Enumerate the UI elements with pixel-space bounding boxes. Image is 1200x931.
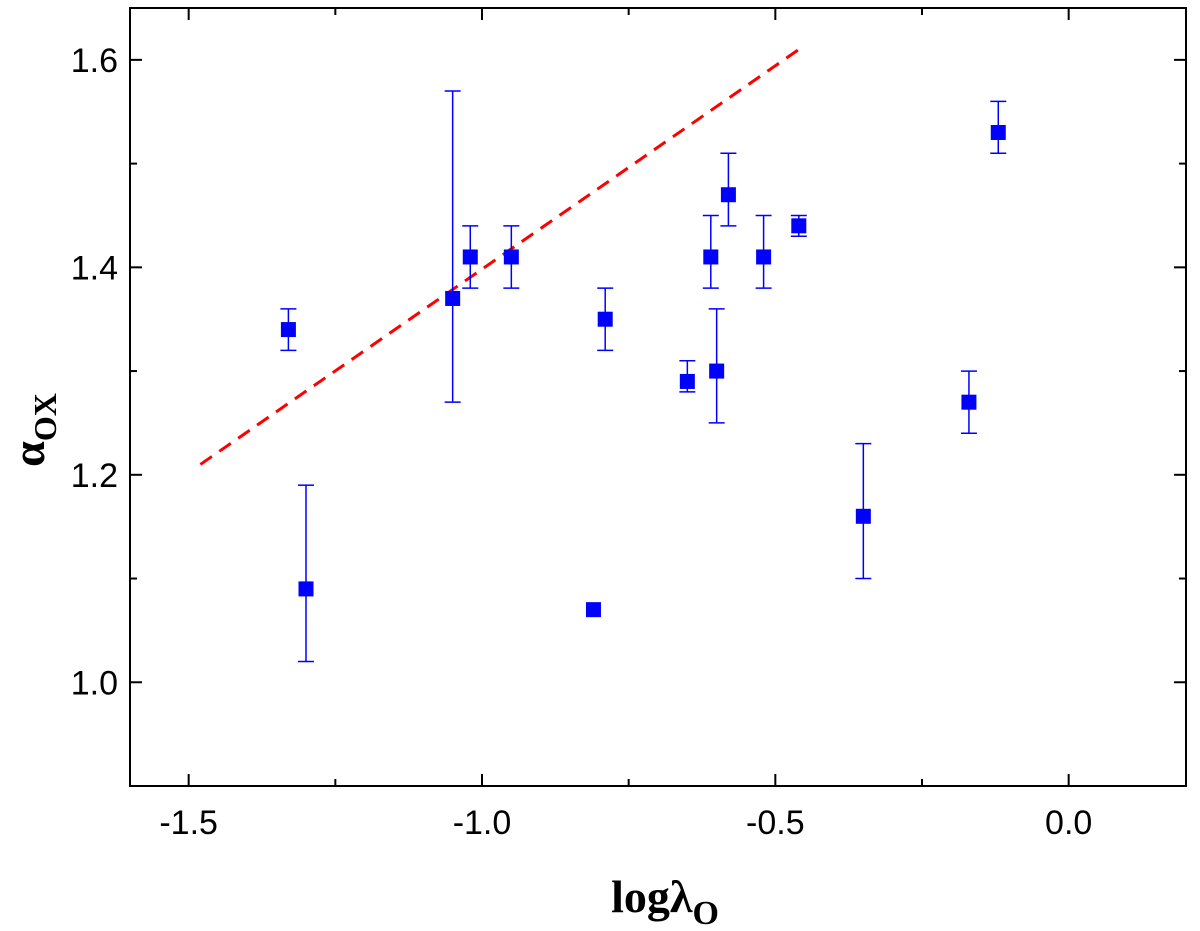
data-point	[462, 225, 479, 289]
data-point	[503, 225, 520, 289]
point-marker	[503, 249, 519, 265]
point-marker	[462, 249, 478, 265]
point-marker	[298, 581, 314, 597]
relation-line	[199, 48, 800, 466]
data-point	[280, 308, 297, 352]
point-marker	[709, 363, 725, 379]
data-point	[960, 370, 977, 435]
x-axis-title: logλO	[611, 871, 719, 931]
data-point	[679, 359, 696, 393]
plot-frame	[129, 7, 1187, 787]
y-axis-ticks: 1.0 1.2 1.4 1.6	[71, 42, 1186, 702]
x-tick-label: -0.5	[746, 804, 805, 842]
point-marker	[756, 249, 772, 265]
data-point	[755, 214, 772, 289]
point-marker	[990, 124, 1006, 140]
data-point	[444, 90, 461, 403]
y-tick-label: 1.0	[71, 664, 118, 702]
point-marker	[720, 187, 736, 203]
x-tick-label: -1.5	[159, 804, 218, 842]
y-axis-title: αOX	[3, 393, 63, 467]
point-marker	[791, 218, 807, 234]
point-marker	[597, 311, 613, 327]
data-point	[702, 214, 719, 289]
point-marker	[703, 249, 719, 265]
y-axis-title-main: α	[3, 441, 54, 467]
y-axis-title-sub: OX	[27, 393, 63, 441]
point-marker	[280, 322, 296, 338]
data-point	[597, 287, 614, 352]
point-marker	[585, 602, 601, 618]
data-point	[298, 484, 314, 663]
y-tick-label: 1.2	[71, 457, 118, 495]
x-tick-label: 0.0	[1045, 804, 1092, 842]
data-point	[585, 602, 601, 618]
data-point	[790, 214, 807, 237]
point-marker	[961, 394, 977, 410]
plot-border	[129, 7, 1187, 787]
point-marker	[445, 290, 461, 306]
data-point	[720, 152, 737, 227]
y-tick-label: 1.6	[71, 42, 118, 80]
dashed-relation-line	[199, 48, 800, 466]
x-tick-label: -1.0	[453, 804, 512, 842]
data-point	[708, 308, 725, 424]
data-points	[280, 90, 1007, 663]
x-axis-ticks: -1.5 -1.0 -0.5 0.0	[159, 8, 1092, 842]
data-point	[855, 442, 872, 580]
x-axis-title-sub: O	[692, 895, 718, 931]
point-marker	[679, 373, 695, 389]
data-point	[990, 100, 1007, 154]
y-tick-label: 1.4	[71, 249, 118, 287]
point-marker	[855, 508, 871, 524]
x-axis-title-main: logλ	[611, 871, 693, 922]
